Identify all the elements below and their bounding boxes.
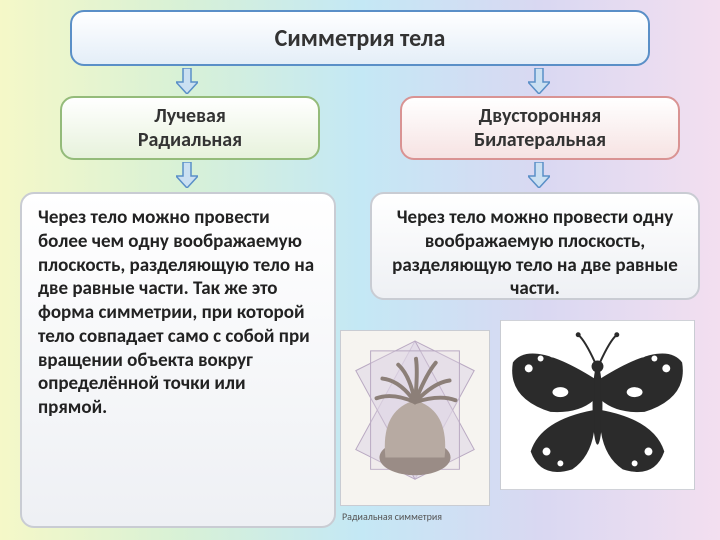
image-radial (340, 330, 490, 506)
heading-radial-line2: Радиальная (138, 128, 242, 152)
heading-radial-line1: Лучевая (154, 104, 226, 128)
arrow-down-icon (528, 162, 550, 188)
description-radial-text: Через тело можно провести более чем одну… (38, 206, 314, 419)
page-title: Симметрия тела (70, 10, 650, 66)
image-radial-caption: Радиальная симметрия (342, 510, 442, 523)
heading-bilateral-line2: Билатеральная (474, 128, 606, 152)
arrow-down-icon (176, 68, 198, 94)
heading-radial: Лучевая Радиальная (60, 96, 320, 160)
image-butterfly (500, 320, 695, 490)
description-bilateral-text: Через тело можно провести одну воображае… (392, 206, 678, 300)
arrow-down-icon (528, 68, 550, 94)
description-radial: Через тело можно провести более чем одну… (20, 192, 336, 528)
arrow-down-icon (176, 162, 198, 188)
heading-bilateral: Двусторонняя Билатеральная (400, 96, 680, 160)
description-bilateral: Через тело можно провести одну воображае… (370, 192, 700, 300)
heading-bilateral-line1: Двусторонняя (479, 104, 602, 128)
title-text: Симметрия тела (275, 24, 446, 53)
